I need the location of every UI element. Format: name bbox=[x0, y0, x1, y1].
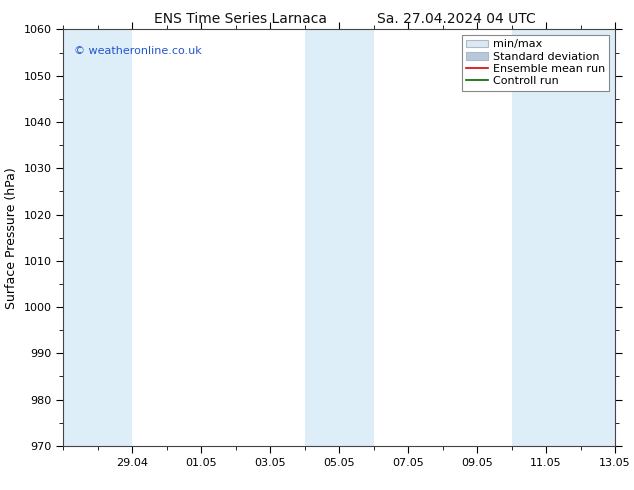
Text: Sa. 27.04.2024 04 UTC: Sa. 27.04.2024 04 UTC bbox=[377, 12, 536, 26]
Y-axis label: Surface Pressure (hPa): Surface Pressure (hPa) bbox=[5, 167, 18, 309]
Bar bbox=[63, 29, 98, 446]
Bar bbox=[98, 29, 133, 446]
Bar bbox=[581, 29, 615, 446]
Text: ENS Time Series Larnaca: ENS Time Series Larnaca bbox=[155, 12, 327, 26]
Bar bbox=[305, 29, 373, 446]
Text: © weatheronline.co.uk: © weatheronline.co.uk bbox=[74, 46, 202, 56]
Legend: min/max, Standard deviation, Ensemble mean run, Controll run: min/max, Standard deviation, Ensemble me… bbox=[462, 35, 609, 91]
Bar bbox=[512, 29, 581, 446]
